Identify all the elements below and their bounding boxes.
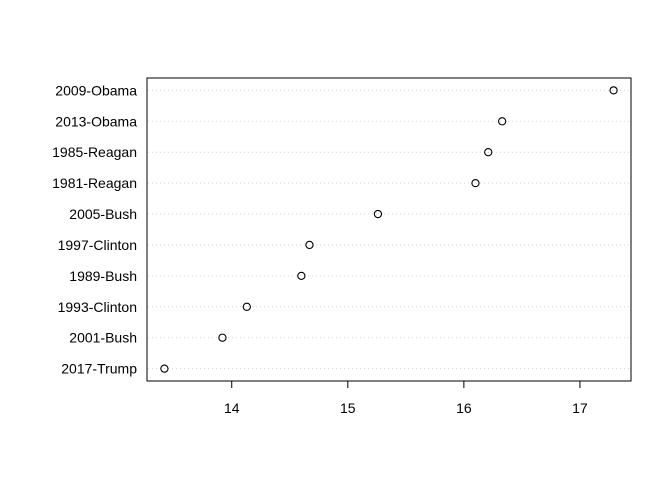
category-label: 2001-Bush (69, 330, 137, 346)
data-points (160, 86, 618, 373)
data-point (305, 240, 314, 250)
data-point (242, 302, 251, 311)
category-label: 2013-Obama (55, 113, 137, 129)
category-label: 1985-Reagan (52, 144, 137, 160)
category-label: 2005-Bush (69, 206, 137, 222)
grid-lines (148, 89, 630, 370)
category-label: 1997-Clinton (58, 237, 137, 253)
data-point (498, 117, 507, 126)
data-point (218, 333, 227, 342)
x-tick-label: 15 (340, 400, 356, 416)
category-label: 1993-Clinton (58, 299, 137, 315)
category-labels: 2017-Trump 2001-Bush 1993-Clinton 1989-Bush… (52, 82, 137, 376)
data-point (471, 178, 480, 188)
x-tick-label: 17 (572, 400, 588, 416)
x-tick-label: 14 (224, 400, 240, 416)
data-point (484, 148, 493, 157)
data-point (609, 86, 618, 95)
category-label: 1981-Reagan (52, 175, 137, 191)
category-label: 2009-Obama (55, 82, 137, 98)
data-point (373, 209, 383, 219)
category-label: 2017-Trump (61, 361, 137, 377)
x-tick-label: 16 (456, 400, 472, 416)
category-label: 1989-Bush (69, 268, 137, 284)
x-axis: 14 15 16 17 (224, 380, 588, 416)
data-point (160, 364, 169, 373)
data-point (297, 271, 306, 281)
